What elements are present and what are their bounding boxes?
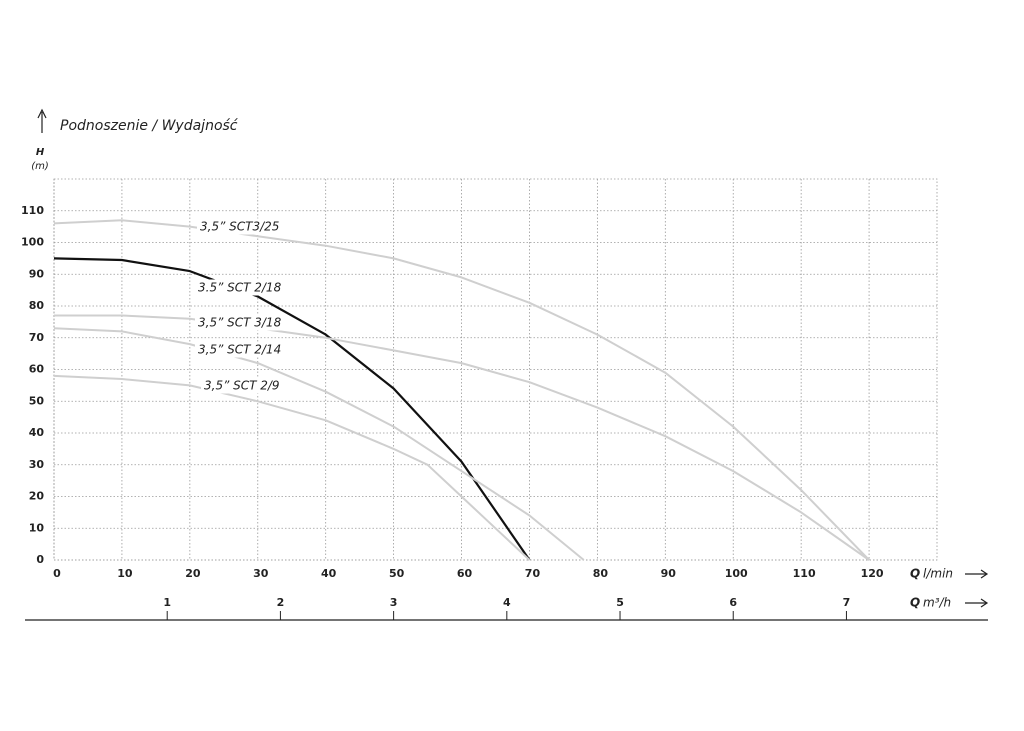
y-tick-label: 50 <box>29 394 45 407</box>
curve <box>54 314 870 561</box>
series-label: 3,5” SCT 3/18 <box>198 316 282 330</box>
x-tick-label: 0 <box>53 567 61 580</box>
x-tick-label: 80 <box>593 567 609 580</box>
y-axis-symbol: H <box>36 147 45 158</box>
label-bg <box>195 314 285 331</box>
label-bg <box>195 341 285 358</box>
x-tick-label: 50 <box>389 567 405 580</box>
arrow <box>965 569 989 579</box>
x2-tick-label: 2 <box>277 596 285 609</box>
x-tick-label: 30 <box>253 567 269 580</box>
x2-tick-label: 4 <box>503 596 511 609</box>
y-tick-label: 30 <box>29 458 45 471</box>
y-tick-label: 0 <box>36 553 44 566</box>
x-tick-label: 100 <box>725 567 748 580</box>
y-tick-label: 110 <box>21 204 44 217</box>
x2-tick-label: 5 <box>616 596 624 609</box>
y-tick-label: 80 <box>29 299 45 312</box>
x-tick-label: 60 <box>457 567 473 580</box>
x-tick-label: 120 <box>861 567 884 580</box>
curve <box>53 257 531 561</box>
y-tick-label: 100 <box>21 236 44 249</box>
x-tick-label: 90 <box>661 567 677 580</box>
series-label: 3.5” SCT 2/18 <box>198 281 282 295</box>
curve <box>53 219 870 561</box>
label-bg <box>197 218 283 235</box>
x2-tick-label: 3 <box>390 596 398 609</box>
y-tick-label: 90 <box>29 267 45 280</box>
x-axis-unit: l/min <box>923 567 953 581</box>
y-tick-label: 20 <box>29 490 45 503</box>
x-tick-label: 20 <box>185 567 201 580</box>
series-label: 3,5” SCT 2/9 <box>204 379 280 393</box>
x2-tick-label: 1 <box>163 596 171 609</box>
y-tick-label: 40 <box>29 426 45 439</box>
curve <box>53 374 531 561</box>
x-tick-label: 10 <box>117 567 133 580</box>
curve <box>53 327 585 561</box>
series-label: 3,5” SCT 2/14 <box>198 343 281 357</box>
y-tick-label: 70 <box>29 331 45 344</box>
y-axis-unit: (m) <box>31 161 49 172</box>
series-label: 3,5” SCT3/25 <box>200 220 279 234</box>
y-tick-label: 10 <box>29 521 45 534</box>
label-bg <box>195 279 285 296</box>
label-bg <box>201 377 283 394</box>
x2-tick-label: 6 <box>729 596 737 609</box>
arrow <box>965 598 989 608</box>
arrow-head <box>37 108 47 119</box>
chart-title: Podnoszenie / Wydajność <box>60 118 239 134</box>
x-tick-label: 40 <box>321 567 337 580</box>
x-tick-label: 110 <box>793 567 816 580</box>
x2-tick-label: 7 <box>843 596 851 609</box>
x-axis-symbol: Q <box>910 567 920 581</box>
y-tick-label: 60 <box>29 363 45 376</box>
x2-axis-symbol: Q <box>910 596 920 610</box>
x-tick-label: 70 <box>525 567 541 580</box>
x2-axis-unit: m³/h <box>923 596 951 610</box>
